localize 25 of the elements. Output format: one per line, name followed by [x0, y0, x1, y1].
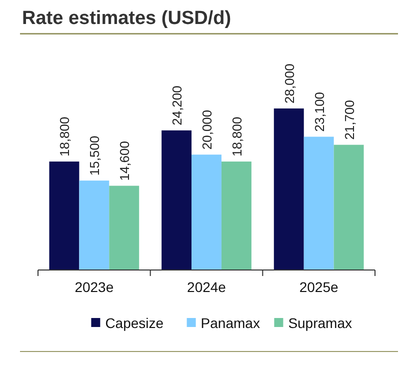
x-tick-label: 2024e	[187, 278, 226, 295]
bar	[221, 162, 252, 270]
legend-label: Capesize	[105, 315, 164, 331]
x-tick-label: 2023e	[74, 278, 114, 295]
bar	[304, 136, 334, 270]
data-label: 18,800	[57, 116, 72, 157]
data-label: 18,800	[229, 116, 244, 157]
bar	[274, 108, 304, 270]
legend-label: Panamax	[200, 315, 260, 331]
legend-label: Supramax	[288, 315, 352, 331]
data-label: 24,200	[170, 86, 185, 126]
bar	[109, 186, 140, 270]
bar	[49, 162, 80, 270]
bar	[162, 130, 192, 270]
data-label: 23,100	[312, 92, 327, 132]
data-label: 28,000	[282, 64, 297, 104]
bar	[192, 154, 222, 270]
data-label: 20,000	[200, 110, 214, 150]
data-label: 21,700	[342, 100, 357, 140]
chart-title: Rate estimates (USD/d)	[22, 8, 232, 29]
x-tick-label: 2025e	[299, 278, 339, 295]
bar	[334, 144, 364, 270]
bar	[79, 180, 110, 270]
data-label: 15,500	[87, 136, 102, 176]
data-label: 14,600	[117, 141, 132, 181]
